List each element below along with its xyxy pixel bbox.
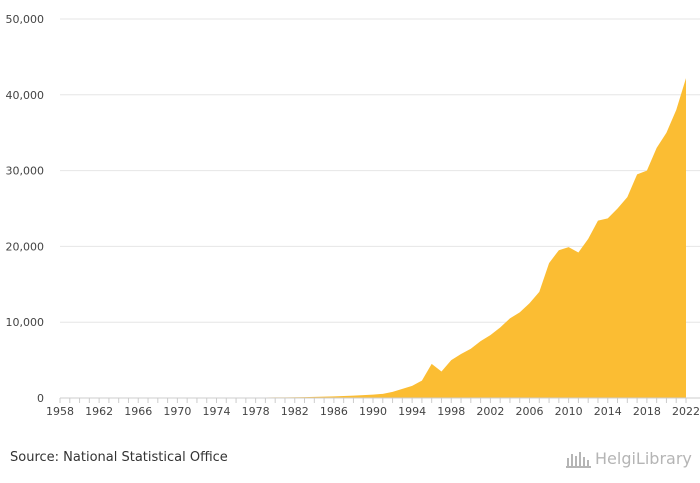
x-tick-label: 1998 [437,405,465,418]
series-area [60,78,686,399]
x-tick-label: 2006 [516,405,544,418]
y-axis-tick-labels: 0 10,000 20,000 30,000 40,000 50,000 [6,13,45,405]
y-tick-label: 50,000 [6,13,45,26]
x-tick-label: 2002 [476,405,504,418]
x-tick-label: 2014 [594,405,622,418]
y-tick-label: 40,000 [6,89,45,102]
y-tick-label: 30,000 [6,165,45,178]
helgi-library-logo: HelgiLibrary [566,449,692,468]
source-note: Source: National Statistical Office [10,450,228,465]
x-tick-label: 1958 [46,405,74,418]
x-tick-label: 2018 [633,405,661,418]
x-tick-label: 1966 [124,405,152,418]
x-tick-label: 1994 [398,405,426,418]
x-axis [59,397,700,403]
x-tick-label: 2022 [672,405,700,418]
x-axis-tick-labels: 1958 1962 1966 1970 1974 1978 1982 1986 1990 1994… [46,405,700,418]
x-tick-label: 1962 [85,405,113,418]
y-tick-label: 10,000 [6,316,45,329]
logo-text: HelgiLibrary [595,449,692,468]
x-tick-label: 1978 [242,405,270,418]
x-tick-label: 2010 [555,405,583,418]
source-label: Source: [10,450,60,465]
area-series-path [60,78,686,399]
x-tick-label: 1974 [203,405,231,418]
y-tick-label: 0 [37,392,44,405]
x-tick-label: 1982 [281,405,309,418]
library-building-icon [566,451,591,468]
x-tick-label: 1986 [320,405,348,418]
source-text: National Statistical Office [63,450,228,465]
y-tick-label: 20,000 [6,240,45,253]
x-tick-label: 1970 [163,405,191,418]
x-tick-label: 1990 [359,405,387,418]
